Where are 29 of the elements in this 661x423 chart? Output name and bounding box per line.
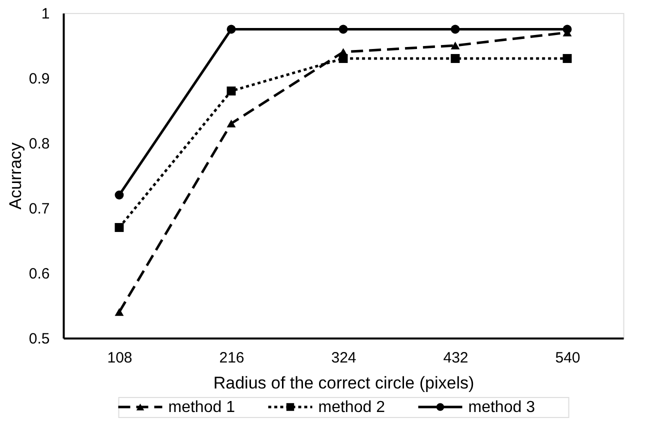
point: [226, 120, 236, 128]
point: [450, 42, 460, 50]
x-tick-label: 108: [107, 350, 132, 366]
legend-label: method 3: [468, 399, 536, 416]
x-tick-label: 216: [219, 350, 244, 366]
y-tick-label: 0.5: [28, 330, 50, 348]
point: [562, 24, 572, 34]
y-axis-title: Acurracy: [6, 142, 25, 210]
y-tick-label: 1: [41, 6, 50, 22]
point: [450, 24, 460, 34]
x-tick-label: 324: [331, 350, 356, 366]
x-tick-label: 432: [443, 350, 468, 366]
point: [114, 308, 124, 316]
x-axis-title: Radius of the correct circle (pixels): [213, 374, 474, 392]
y-tick-label: 0.8: [28, 136, 50, 152]
point: [450, 54, 460, 63]
point: [226, 86, 236, 96]
y-tick-label: 0.6: [28, 266, 50, 282]
legend-label: method 2: [318, 399, 386, 416]
y-tick-label: 0.7: [28, 200, 50, 218]
point: [338, 54, 348, 63]
x-tick-label: 540: [555, 350, 580, 366]
point: [562, 54, 572, 63]
legend-label: method 1: [168, 399, 236, 416]
point: [114, 190, 124, 200]
point: [226, 24, 236, 34]
point: [114, 223, 124, 232]
point: [338, 24, 348, 34]
y-tick-label: 0.9: [28, 70, 50, 88]
